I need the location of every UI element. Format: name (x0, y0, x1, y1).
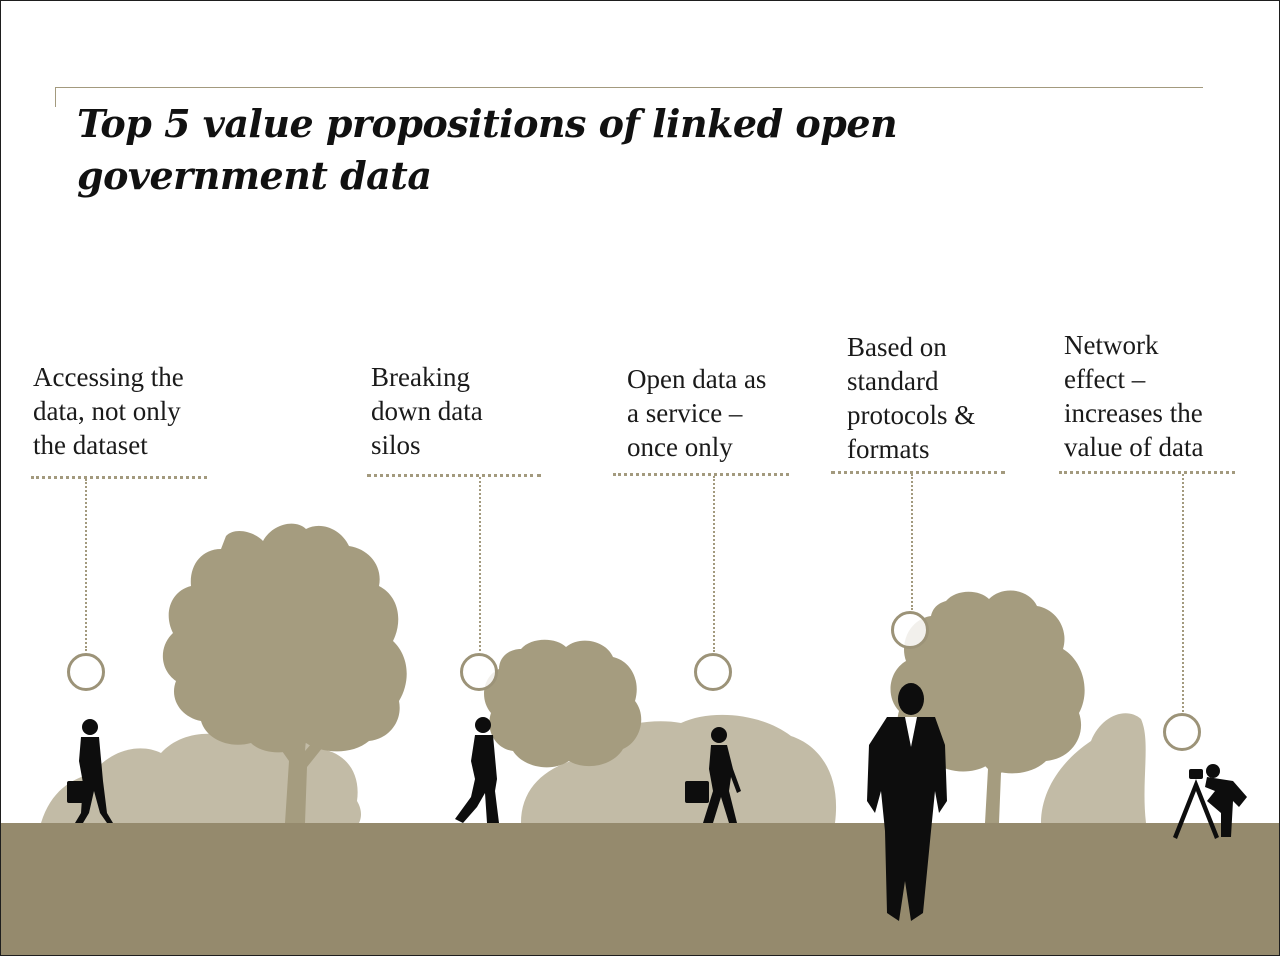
proposition-underline (1059, 471, 1235, 474)
proposition-marker (460, 653, 498, 691)
tree-large (162, 523, 407, 823)
bush-left (41, 732, 361, 823)
tree-small (484, 639, 642, 768)
header-tick (55, 87, 56, 107)
tree-right-canopy (890, 590, 1085, 774)
proposition-label: Breaking down data silos (371, 362, 483, 460)
proposition-underline (31, 476, 207, 479)
proposition-label: Based on standard protocols & formats (847, 332, 976, 464)
tree-right (890, 590, 1085, 823)
proposition-label: Open data as a service – once only (627, 364, 767, 462)
proposition-label: Accessing the data, not only the dataset (33, 362, 184, 460)
proposition-marker (891, 611, 929, 649)
proposition-marker (67, 653, 105, 691)
proposition-connector (1182, 474, 1184, 712)
tree-small-canopy (484, 639, 642, 768)
woman-with-briefcase-silhouette (685, 727, 741, 823)
tree-right-trunk (966, 721, 1027, 823)
proposition-underline (831, 471, 1005, 474)
businesswoman-silhouette (67, 719, 113, 823)
proposition-marker (1163, 713, 1201, 751)
proposition-connector (85, 479, 87, 651)
proposition-marker (694, 653, 732, 691)
proposition-underline (367, 474, 541, 477)
photographer-silhouette (1173, 764, 1247, 839)
proposition-connector (911, 474, 913, 610)
walking-man-silhouette (455, 717, 499, 823)
businessman-silhouette (867, 683, 947, 921)
proposition-label: Network effect – increases the value of … (1064, 330, 1204, 462)
tree-large-canopy (162, 523, 407, 753)
bush-right (1041, 713, 1146, 823)
ground (1, 823, 1279, 955)
header-rule (55, 87, 1203, 88)
proposition-connector (479, 477, 481, 651)
proposition-underline (613, 473, 789, 476)
proposition-connector (713, 476, 715, 652)
slide-title: Top 5 value propositions of linked open … (77, 101, 898, 198)
